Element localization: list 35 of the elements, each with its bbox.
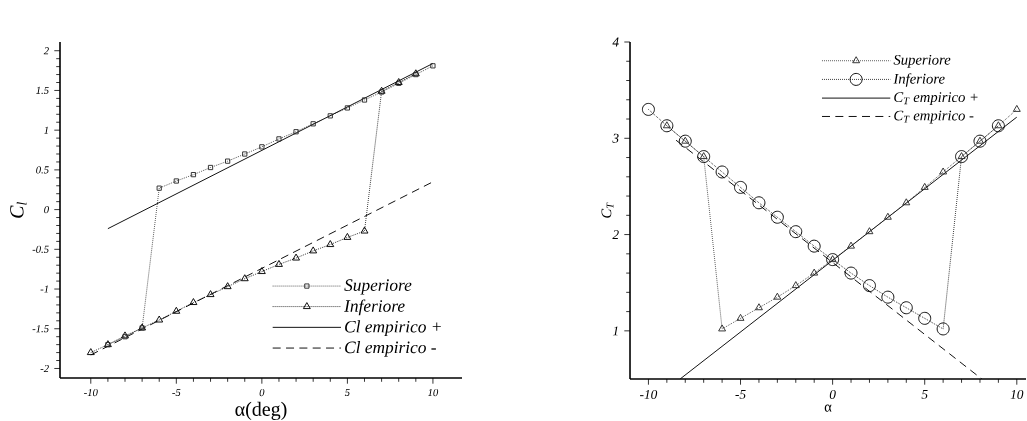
legend-label: Superiore [893,54,951,68]
x-axis-title: α [824,404,832,412]
y-tick-label: 2 [43,47,49,55]
legend-label: C$_{T}$ empirico + [894,92,978,106]
x-tick-label: 5 [344,388,350,397]
y-tick-label: 2 [612,230,619,239]
y-tick-label: 1.5 [36,86,49,95]
x-tick-label: 0 [259,388,265,397]
y-tick-label: -1 [40,285,48,293]
y-tick-label: 0.5 [36,166,49,174]
legend-label: Inferiore [344,299,405,316]
y-tick-label: 1 [612,326,618,336]
x-tick-label: 5 [921,389,928,399]
x-tick-label: -10 [640,389,658,399]
y-axis-title: C$_{T}$ [601,202,614,218]
x-axis-title: α(deg) [235,401,287,421]
x-tick-label: 10 [1010,389,1024,399]
legend-label: Cl empirico + [345,320,441,337]
legend-label: Inferiore [893,73,945,87]
y-tick-label: 0 [44,206,49,214]
x-tick-label: -5 [172,388,181,397]
legend-label: Cl empirico - [345,341,436,357]
y-tick-label: -1.5 [32,325,49,333]
y-axis-title: C$_{l}$ [10,202,27,218]
x-tick-label: -10 [84,388,98,397]
x-tick-label: 10 [427,388,439,397]
y-tick-label: 1 [44,126,48,134]
legend-label: Superiore [344,279,412,295]
y-tick-label: -0.5 [32,245,49,253]
x-tick-label: 0 [829,389,836,399]
y-tick-label: 3 [612,133,619,143]
y-tick-label: -2 [40,364,49,372]
x-tick-label: -5 [735,389,746,399]
legend-label: C$_{T}$ empirico - [894,110,974,124]
y-tick-label: 4 [612,37,619,47]
